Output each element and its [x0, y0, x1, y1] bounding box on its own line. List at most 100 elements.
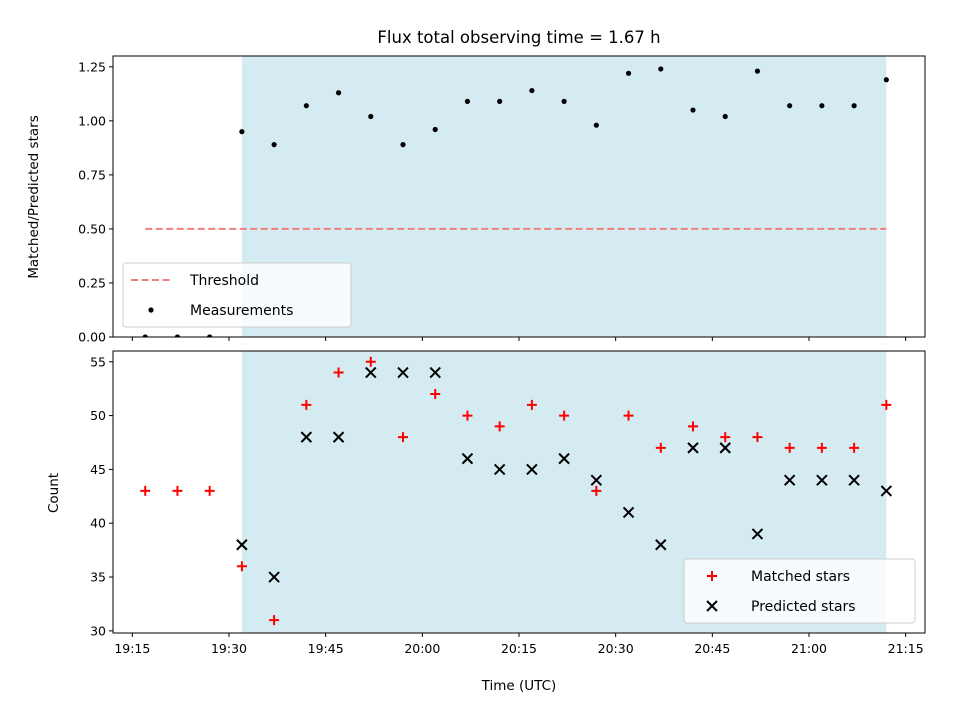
predicted-star-point [655, 539, 667, 551]
measurement-point [400, 142, 406, 148]
matched-star-point [301, 399, 312, 410]
measurement-point [303, 103, 309, 109]
measurement-point [529, 87, 535, 94]
measurement-point [335, 90, 342, 96]
y-tick-label: 0.75 [78, 167, 106, 182]
y-tick-label: 50 [90, 408, 106, 423]
x-tick-label: 20:45 [694, 641, 730, 656]
predicted-star-point [526, 463, 538, 476]
measurement-point [239, 129, 245, 135]
y-tick-label: 55 [90, 354, 106, 369]
matched-star-point [591, 485, 602, 496]
measurement-point [851, 103, 857, 109]
matched-star-point [269, 615, 280, 626]
measurement-point [174, 334, 181, 337]
predicted-star-point [783, 474, 796, 486]
matched-star-point [655, 442, 666, 453]
matched-star-point [784, 442, 795, 453]
predicted-star-point [461, 452, 474, 465]
measurement-point [722, 113, 728, 120]
matched-star-point [204, 485, 215, 496]
measurement-point [690, 107, 696, 113]
chart-title: Flux total observing time = 1.67 h [377, 28, 660, 47]
legend-label: Threshold [189, 273, 259, 289]
y-tick-label: 45 [90, 462, 106, 477]
matched-star-point [752, 432, 763, 443]
y-tick-label: 30 [90, 623, 106, 638]
measurement-point [142, 334, 148, 337]
y-tick-label: 40 [90, 516, 106, 531]
matched-star-point [365, 356, 376, 367]
bottom-panel: 30 35 40 45 50 55 19:15 19:30 19:45 20:00 20:15 20:… [90, 350, 926, 656]
y-tick-label: 1.00 [78, 113, 106, 128]
y-tick-label: 0.00 [78, 330, 106, 345]
measurement-point [883, 77, 889, 83]
measurement-point [754, 68, 761, 74]
predicted-star-point [397, 366, 409, 379]
predicted-star-point [816, 474, 828, 486]
matched-star-point [849, 442, 860, 453]
legend-predicted-swatch [706, 600, 718, 612]
matched-star-point [462, 410, 473, 421]
measurement-point [271, 142, 277, 148]
matched-star-point [494, 421, 505, 432]
legend-label: Matched stars [751, 569, 850, 585]
measurement-point [658, 66, 664, 72]
legend-label: Measurements [190, 303, 293, 319]
legend-measurement-swatch [148, 307, 154, 313]
matched-star-point [430, 389, 441, 400]
predicted-star-point [687, 442, 699, 454]
matched-star-point [720, 432, 731, 443]
x-axis-label: Time (UTC) [481, 678, 557, 694]
predicted-star-point [880, 485, 893, 497]
legend-box [122, 262, 352, 328]
legend: Matched stars Predicted stars [683, 558, 916, 624]
top-panel: 0.00 0.25 0.50 0.75 1.00 1.25 Threshold Measure… [78, 55, 926, 345]
x-tick-label: 19:15 [114, 641, 150, 656]
legend-box [683, 558, 916, 624]
matched-star-point [526, 399, 537, 410]
y-tick-label: 35 [90, 570, 106, 585]
plot-area [140, 356, 893, 626]
matched-star-point [236, 561, 247, 572]
x-tick-label: 21:15 [888, 641, 924, 656]
predicted-star-point [558, 452, 570, 465]
x-tick-label: 19:30 [211, 641, 247, 656]
matched-star-point [398, 432, 408, 443]
predicted-star-point [590, 474, 603, 486]
legend: Threshold Measurements [122, 262, 352, 328]
measurement-point [207, 334, 213, 337]
measurement-point [819, 103, 825, 109]
x-tick-label: 20:00 [404, 641, 440, 656]
measurement-point [593, 122, 599, 128]
measurement-point [368, 113, 374, 120]
predicted-star-point [751, 528, 764, 540]
predicted-star-point [719, 442, 731, 454]
matched-star-point [623, 410, 634, 421]
matched-star-point [881, 399, 892, 410]
x-tick-label: 21:00 [791, 641, 827, 656]
predicted-star-point [848, 474, 860, 486]
x-tick-label: 19:45 [308, 641, 344, 656]
x-tick-label: 20:30 [598, 641, 634, 656]
top-y-axis-label: Matched/Predicted stars [26, 115, 42, 278]
measurement-point [464, 98, 471, 104]
predicted-star-point [493, 463, 506, 476]
legend-label: Predicted stars [751, 599, 856, 615]
predicted-star-point [268, 571, 280, 583]
predicted-star-point [429, 366, 441, 379]
plot-area [142, 66, 889, 337]
matched-star-point [140, 485, 151, 496]
predicted-star-point [332, 431, 345, 443]
predicted-star-point [300, 431, 313, 443]
y-tick-label: 0.50 [78, 221, 106, 236]
y-tick-label: 0.25 [78, 275, 106, 290]
predicted-star-point [622, 506, 635, 519]
predicted-star-point [365, 366, 377, 379]
measurement-point [497, 98, 503, 104]
measurement-point [625, 70, 632, 76]
predicted-star-point [236, 539, 248, 551]
matched-star-point [688, 421, 698, 432]
matched-star-point [816, 442, 827, 453]
